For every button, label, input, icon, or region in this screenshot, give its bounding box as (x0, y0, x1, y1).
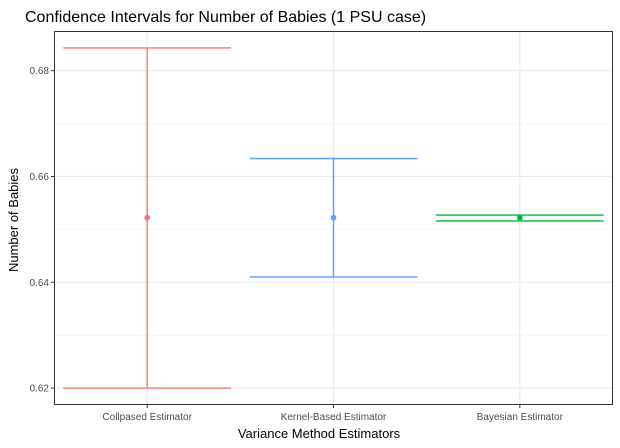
x-axis-title: Variance Method Estimators (238, 426, 401, 441)
y-tick-label: 0.68 (30, 66, 50, 77)
point-estimate (517, 214, 523, 221)
point-estimate (330, 214, 337, 221)
x-tick-label: Collpased Estimator (102, 412, 192, 423)
y-tick-label: 0.66 (30, 172, 50, 183)
x-tick-label: Bayesian Estimator (477, 412, 564, 423)
error-bars (63, 47, 604, 389)
point-estimate (144, 214, 150, 221)
x-axis: Collpased Estimator Kernel-Based Estimato… (102, 405, 564, 423)
plot-panel-border (54, 31, 613, 405)
x-tick-label: Kernel-Based Estimator (281, 412, 387, 423)
y-axis: 0.62 0.64 0.66 0.68 (30, 66, 54, 395)
y-tick-label: 0.62 (30, 384, 50, 395)
y-axis-title: Number of Babies (6, 167, 21, 272)
y-tick-label: 0.64 (30, 278, 50, 289)
chart-title: Confidence Intervals for Number of Babie… (25, 9, 426, 26)
